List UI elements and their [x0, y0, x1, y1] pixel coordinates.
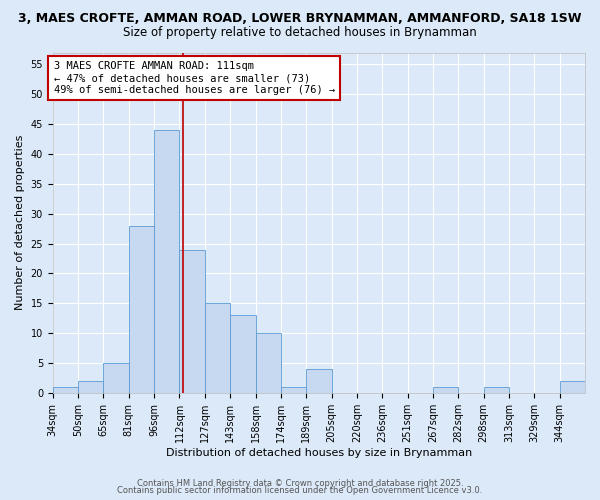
Bar: [154, 130, 179, 393]
Bar: [256, 333, 281, 393]
Bar: [78, 381, 103, 393]
Text: Contains public sector information licensed under the Open Government Licence v3: Contains public sector information licen…: [118, 486, 482, 495]
Bar: [230, 315, 256, 393]
Bar: [53, 387, 78, 393]
Text: 3, MAES CROFTE, AMMAN ROAD, LOWER BRYNAMMAN, AMMANFORD, SA18 1SW: 3, MAES CROFTE, AMMAN ROAD, LOWER BRYNAM…: [18, 12, 582, 26]
Bar: [484, 387, 509, 393]
Bar: [306, 369, 332, 393]
Bar: [281, 387, 306, 393]
X-axis label: Distribution of detached houses by size in Brynamman: Distribution of detached houses by size …: [166, 448, 472, 458]
Text: Size of property relative to detached houses in Brynamman: Size of property relative to detached ho…: [123, 26, 477, 39]
Y-axis label: Number of detached properties: Number of detached properties: [15, 135, 25, 310]
Bar: [433, 387, 458, 393]
Bar: [103, 363, 129, 393]
Bar: [179, 250, 205, 393]
Bar: [129, 226, 154, 393]
Bar: [205, 304, 230, 393]
Text: 3 MAES CROFTE AMMAN ROAD: 111sqm
← 47% of detached houses are smaller (73)
49% o: 3 MAES CROFTE AMMAN ROAD: 111sqm ← 47% o…: [53, 62, 335, 94]
Bar: [560, 381, 585, 393]
Text: Contains HM Land Registry data © Crown copyright and database right 2025.: Contains HM Land Registry data © Crown c…: [137, 478, 463, 488]
